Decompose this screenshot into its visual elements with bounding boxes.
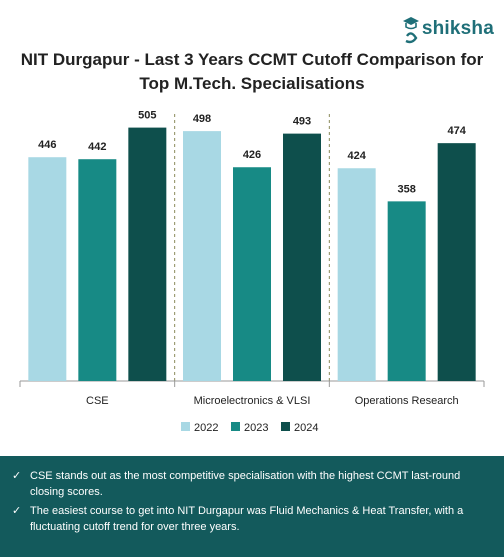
chart-title-line-1: NIT Durgapur - Last 3 Years CCMT Cutoff … — [20, 50, 484, 69]
graduate-cap-icon — [402, 17, 419, 44]
check-icon: ✓ — [12, 505, 22, 517]
data-label: 446 — [38, 139, 56, 151]
data-label: 505 — [138, 110, 156, 122]
bar — [387, 201, 426, 381]
data-label: 442 — [88, 141, 106, 153]
legend-swatch — [231, 422, 240, 431]
chart-title-line-2: Top M.Tech. Specialisations — [139, 74, 365, 93]
bar — [283, 133, 321, 381]
bar — [28, 157, 67, 381]
bar-chart: 446 442 505 CSE 498 426 493 Microelectronics & … — [19, 110, 485, 434]
brand-name: shiksha — [421, 18, 494, 39]
bar — [337, 168, 376, 381]
legend-label: 2024 — [294, 422, 318, 434]
legend-swatch — [181, 422, 190, 431]
note-item: ✓ The easiest course to get into NIT Dur… — [12, 503, 492, 535]
x-tick-label: CSE — [86, 395, 109, 407]
note-item: ✓ CSE stands out as the most competitive… — [12, 468, 492, 500]
bar — [437, 143, 476, 381]
note-text: The easiest course to get into NIT Durga… — [30, 505, 464, 533]
data-label: 493 — [293, 116, 311, 128]
data-label: 358 — [397, 183, 415, 195]
data-label: 474 — [447, 125, 466, 137]
notes-panel: ✓ CSE stands out as the most competitive… — [0, 456, 504, 557]
legend-label: 2023 — [244, 422, 268, 434]
shiksha-logo: shiksha — [402, 14, 494, 44]
chart-title: NIT Durgapur - Last 3 Years CCMT Cutoff … — [0, 48, 504, 96]
legend-label: 2022 — [194, 422, 218, 434]
bar — [128, 127, 167, 382]
data-label: 426 — [243, 149, 261, 161]
data-label: 424 — [347, 150, 366, 162]
legend-swatch — [281, 422, 290, 431]
data-label: 498 — [193, 113, 211, 125]
check-icon: ✓ — [12, 470, 22, 482]
x-tick-label: Microelectronics & VLSI — [194, 395, 311, 407]
bar — [78, 159, 117, 381]
bar — [183, 131, 221, 381]
bar — [233, 167, 271, 381]
x-tick-label: Operations Research — [355, 395, 459, 407]
note-text: CSE stands out as the most competitive s… — [30, 470, 461, 498]
